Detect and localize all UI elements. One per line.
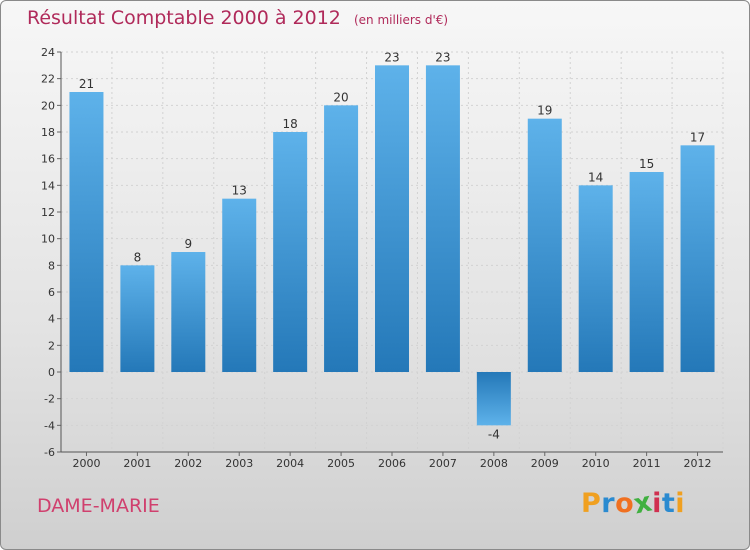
y-tick-label: 12 xyxy=(41,206,55,219)
y-tick-label: 18 xyxy=(41,126,55,139)
bar-2005 xyxy=(324,105,359,372)
x-tick-label: 2008 xyxy=(480,457,508,470)
value-label: 23 xyxy=(384,50,399,64)
value-label: 15 xyxy=(639,157,654,171)
y-tick-label: -2 xyxy=(44,393,55,406)
bar-2011 xyxy=(629,172,664,372)
labels: -6-4-20246810121416182022242120008200192… xyxy=(41,46,712,470)
y-tick-label: 8 xyxy=(48,259,55,272)
brand-letter: i xyxy=(675,488,686,519)
commune-name: DAME-MARIE xyxy=(37,495,160,517)
brand-letter: i xyxy=(652,488,662,519)
brand-letter: P xyxy=(581,488,602,519)
y-tick-label: 2 xyxy=(48,339,55,352)
y-tick-label: 14 xyxy=(41,179,55,192)
x-tick-label: 2007 xyxy=(429,457,457,470)
title-row: Résultat Comptable 2000 à 2012 (en milli… xyxy=(27,7,448,29)
brand-letter: r xyxy=(601,488,616,519)
bar-2002 xyxy=(171,252,206,372)
y-tick-label: 24 xyxy=(41,46,55,59)
axes xyxy=(57,51,723,456)
value-label: 17 xyxy=(690,130,705,144)
value-label: 13 xyxy=(232,184,247,198)
bar-2009 xyxy=(527,118,562,373)
y-tick-label: 6 xyxy=(48,286,55,299)
bar-2001 xyxy=(120,265,155,372)
value-label: 18 xyxy=(283,117,298,131)
brand-letter: t xyxy=(661,488,676,519)
chart-unit-label: (en milliers d'€) xyxy=(353,13,449,27)
bar-2004 xyxy=(273,132,308,372)
value-label: 23 xyxy=(435,50,450,64)
y-tick-label: -4 xyxy=(44,419,55,432)
bar-2007 xyxy=(425,65,460,372)
y-tick-label: -6 xyxy=(44,446,55,459)
brand-logo[interactable]: Proxiti xyxy=(581,486,686,520)
value-label: 14 xyxy=(588,170,603,184)
y-tick-label: 20 xyxy=(41,99,55,112)
value-label: 9 xyxy=(184,237,192,251)
bar-2000 xyxy=(69,92,104,372)
brand-letter: o xyxy=(615,488,635,519)
bars xyxy=(69,65,715,426)
x-tick-label: 2010 xyxy=(582,457,610,470)
x-tick-label: 2000 xyxy=(72,457,100,470)
bar-2006 xyxy=(375,65,409,372)
y-tick-label: 16 xyxy=(41,153,55,166)
y-tick-label: 10 xyxy=(41,233,55,246)
chart-title: Résultat Comptable 2000 à 2012 xyxy=(27,7,341,29)
x-tick-label: 2001 xyxy=(123,457,151,470)
bar-2008 xyxy=(476,372,511,426)
value-label: 20 xyxy=(333,90,348,104)
x-tick-label: 2002 xyxy=(174,457,202,470)
value-label: 19 xyxy=(537,104,552,118)
value-label: 8 xyxy=(134,250,142,264)
bar-2003 xyxy=(222,198,257,372)
y-tick-label: 4 xyxy=(48,313,55,326)
value-label: -4 xyxy=(488,427,500,441)
x-tick-label: 2012 xyxy=(684,457,712,470)
y-tick-label: 22 xyxy=(41,73,55,86)
x-tick-label: 2003 xyxy=(225,457,253,470)
x-tick-label: 2004 xyxy=(276,457,304,470)
x-tick-label: 2005 xyxy=(327,457,355,470)
x-tick-label: 2006 xyxy=(378,457,406,470)
bar-2010 xyxy=(578,185,613,372)
x-tick-label: 2009 xyxy=(531,457,559,470)
value-label: 21 xyxy=(79,77,94,91)
bar-2012 xyxy=(680,145,715,372)
y-tick-label: 0 xyxy=(48,366,55,379)
x-tick-label: 2011 xyxy=(633,457,661,470)
